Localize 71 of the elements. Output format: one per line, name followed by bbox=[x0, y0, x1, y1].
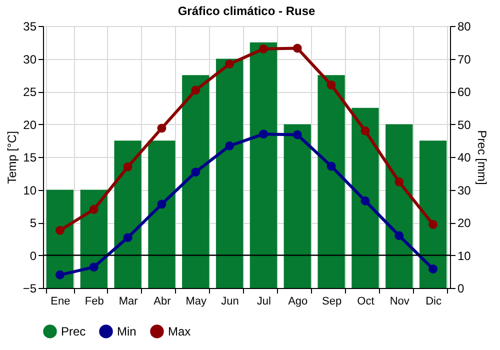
bar bbox=[419, 140, 447, 288]
x-tick-label: Oct bbox=[357, 296, 374, 308]
legend-label: Max bbox=[168, 324, 191, 338]
point bbox=[225, 60, 234, 68]
point bbox=[191, 168, 200, 177]
y-tick-label: 25 bbox=[23, 85, 37, 99]
point bbox=[123, 162, 132, 172]
x-tick-label: Feb bbox=[84, 296, 104, 308]
point bbox=[157, 124, 166, 133]
point bbox=[428, 220, 438, 229]
legend-label: Min bbox=[117, 324, 136, 338]
point bbox=[394, 231, 404, 240]
bar bbox=[352, 108, 379, 288]
point bbox=[258, 130, 268, 139]
bar bbox=[250, 42, 278, 288]
y2-tick-label: 0 bbox=[458, 282, 464, 296]
y2-tick-label: 20 bbox=[458, 216, 472, 230]
x-tick-label: Nov bbox=[390, 296, 410, 308]
y-tick-label: 20 bbox=[23, 118, 37, 132]
point bbox=[292, 44, 302, 53]
y2-tick-label: 30 bbox=[458, 183, 472, 198]
y-tick-label: 35 bbox=[23, 20, 37, 34]
x-tick-label: Jun bbox=[221, 296, 239, 308]
y2-tick-label: 10 bbox=[458, 248, 472, 263]
bar bbox=[216, 58, 244, 288]
y-axis-title: Temp [°C] bbox=[4, 131, 19, 184]
y2-tick-label: 50 bbox=[458, 118, 472, 132]
point bbox=[55, 226, 64, 235]
point bbox=[360, 126, 370, 136]
point bbox=[89, 262, 98, 272]
bar bbox=[148, 140, 176, 288]
point bbox=[326, 80, 336, 90]
point bbox=[89, 204, 98, 214]
point bbox=[157, 200, 166, 209]
bar bbox=[182, 75, 210, 288]
x-tick-label: Ago bbox=[288, 296, 308, 308]
point bbox=[258, 44, 268, 54]
bar bbox=[318, 75, 345, 288]
point bbox=[55, 270, 64, 280]
point bbox=[123, 233, 132, 242]
point bbox=[292, 130, 302, 140]
chart-title: Gráfico climático - Ruse bbox=[178, 4, 316, 18]
point bbox=[428, 264, 438, 274]
bar bbox=[46, 190, 74, 288]
y-tick-label: 0 bbox=[30, 248, 37, 263]
point bbox=[225, 141, 234, 150]
x-tick-label: Sep bbox=[322, 296, 342, 308]
x-tick-label: Mar bbox=[118, 296, 138, 308]
y-tick-label: 10 bbox=[23, 183, 37, 198]
point bbox=[360, 196, 370, 206]
y-tick-label: −5 bbox=[22, 282, 37, 296]
point bbox=[394, 177, 404, 186]
x-tick-label: Jul bbox=[256, 296, 271, 308]
y2-tick-label: 40 bbox=[458, 150, 472, 164]
y2-tick-label: 70 bbox=[458, 52, 472, 66]
y2-tick-label: 60 bbox=[458, 85, 472, 99]
x-tick-label: Dic bbox=[426, 296, 442, 308]
y-tick-label: 15 bbox=[23, 150, 37, 164]
bar bbox=[114, 140, 142, 288]
legend-label: Prec bbox=[61, 324, 86, 338]
y-tick-label: 5 bbox=[30, 216, 37, 230]
y2-axis-title: Prec [mm] bbox=[474, 130, 489, 185]
x-tick-label: May bbox=[186, 296, 208, 308]
x-tick-label: Abr bbox=[154, 296, 172, 308]
bar bbox=[386, 124, 413, 288]
y2-tick-label: 80 bbox=[458, 20, 472, 34]
point bbox=[326, 162, 336, 171]
point bbox=[191, 86, 200, 95]
y-tick-label: 30 bbox=[23, 52, 37, 66]
x-tick-label: Ene bbox=[50, 296, 70, 308]
bar bbox=[284, 124, 311, 288]
